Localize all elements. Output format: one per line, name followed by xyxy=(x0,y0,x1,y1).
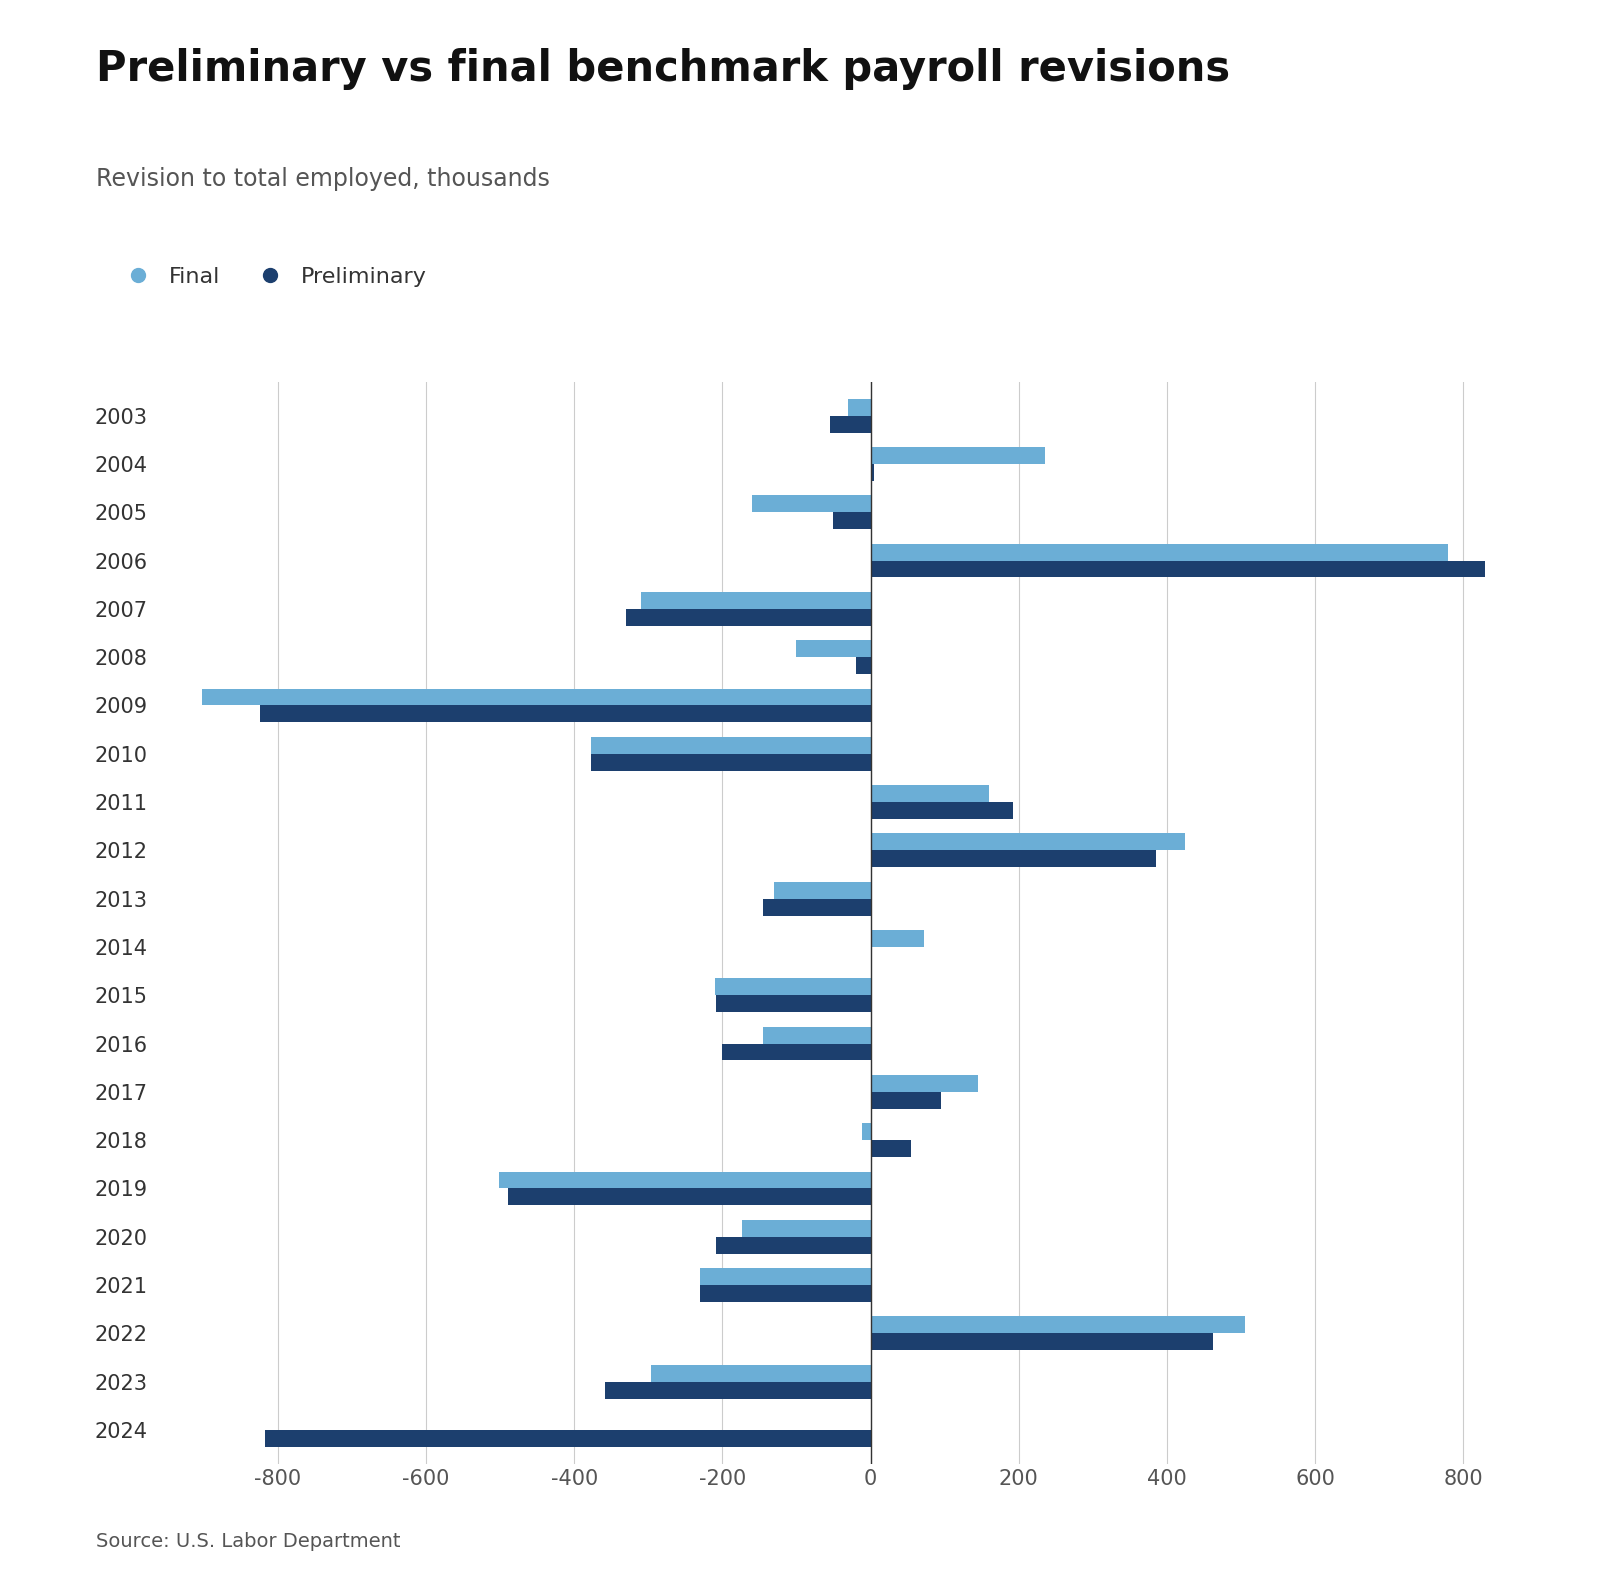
Bar xyxy=(701,1286,870,1301)
Bar xyxy=(642,592,870,609)
Bar xyxy=(870,834,1184,850)
Bar xyxy=(834,512,870,530)
Bar xyxy=(870,544,1448,560)
Bar xyxy=(722,1044,870,1061)
Bar xyxy=(862,1123,870,1141)
Bar xyxy=(499,1171,870,1188)
Bar xyxy=(870,784,989,802)
Text: Preliminary vs final benchmark payroll revisions: Preliminary vs final benchmark payroll r… xyxy=(96,48,1230,89)
Bar xyxy=(870,850,1157,867)
Bar xyxy=(763,899,870,915)
Bar xyxy=(774,881,870,899)
Bar xyxy=(264,1430,870,1446)
Bar xyxy=(261,705,870,722)
Bar xyxy=(856,657,870,675)
Bar xyxy=(701,1268,870,1286)
Bar xyxy=(870,1076,978,1091)
Text: Revision to total employed, thousands: Revision to total employed, thousands xyxy=(96,167,550,191)
Bar xyxy=(870,465,874,480)
Bar xyxy=(870,560,1485,578)
Bar xyxy=(870,1333,1213,1351)
Legend: Final, Preliminary: Final, Preliminary xyxy=(107,258,435,296)
Bar xyxy=(797,640,870,657)
Bar xyxy=(717,1236,870,1254)
Bar xyxy=(717,996,870,1012)
Bar xyxy=(590,754,870,770)
Bar xyxy=(626,609,870,625)
Bar xyxy=(848,399,870,415)
Bar xyxy=(870,1316,1245,1333)
Bar xyxy=(763,1026,870,1044)
Bar xyxy=(870,1091,941,1109)
Bar xyxy=(752,495,870,512)
Text: Source: U.S. Labor Department: Source: U.S. Labor Department xyxy=(96,1532,400,1551)
Bar xyxy=(605,1381,870,1398)
Bar xyxy=(870,802,1013,819)
Bar xyxy=(509,1188,870,1206)
Bar xyxy=(830,415,870,433)
Bar xyxy=(870,1141,912,1157)
Bar xyxy=(715,978,870,996)
Bar xyxy=(651,1365,870,1381)
Bar xyxy=(590,737,870,754)
Bar xyxy=(742,1220,870,1236)
Bar xyxy=(870,447,1045,465)
Bar xyxy=(870,931,923,947)
Bar xyxy=(202,689,870,705)
